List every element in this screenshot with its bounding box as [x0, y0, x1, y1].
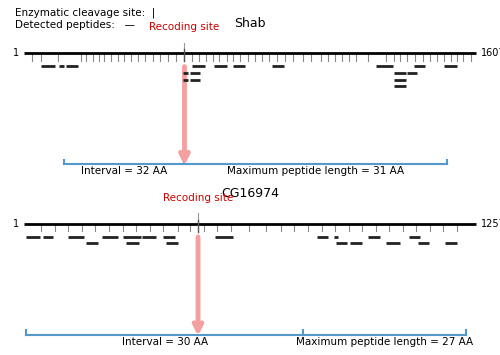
- Text: Enzymatic cleavage site:  |: Enzymatic cleavage site: |: [15, 8, 156, 18]
- Text: Interval = 30 AA: Interval = 30 AA: [122, 337, 208, 347]
- Text: Shab: Shab: [234, 17, 266, 30]
- Text: Recoding site: Recoding site: [163, 193, 233, 203]
- Text: Recoding site: Recoding site: [150, 22, 220, 33]
- Text: 1: 1: [14, 219, 20, 229]
- Text: CG16974: CG16974: [221, 187, 279, 200]
- Text: Maximum peptide length = 31 AA: Maximum peptide length = 31 AA: [227, 166, 404, 176]
- Text: Maximum peptide length = 27 AA: Maximum peptide length = 27 AA: [296, 337, 473, 347]
- Text: Interval = 32 AA: Interval = 32 AA: [81, 166, 168, 176]
- Text: 1607: 1607: [480, 48, 500, 58]
- Text: 1257: 1257: [480, 219, 500, 229]
- Text: 1: 1: [14, 48, 20, 58]
- Text: Detected peptides:   —: Detected peptides: —: [15, 20, 135, 29]
